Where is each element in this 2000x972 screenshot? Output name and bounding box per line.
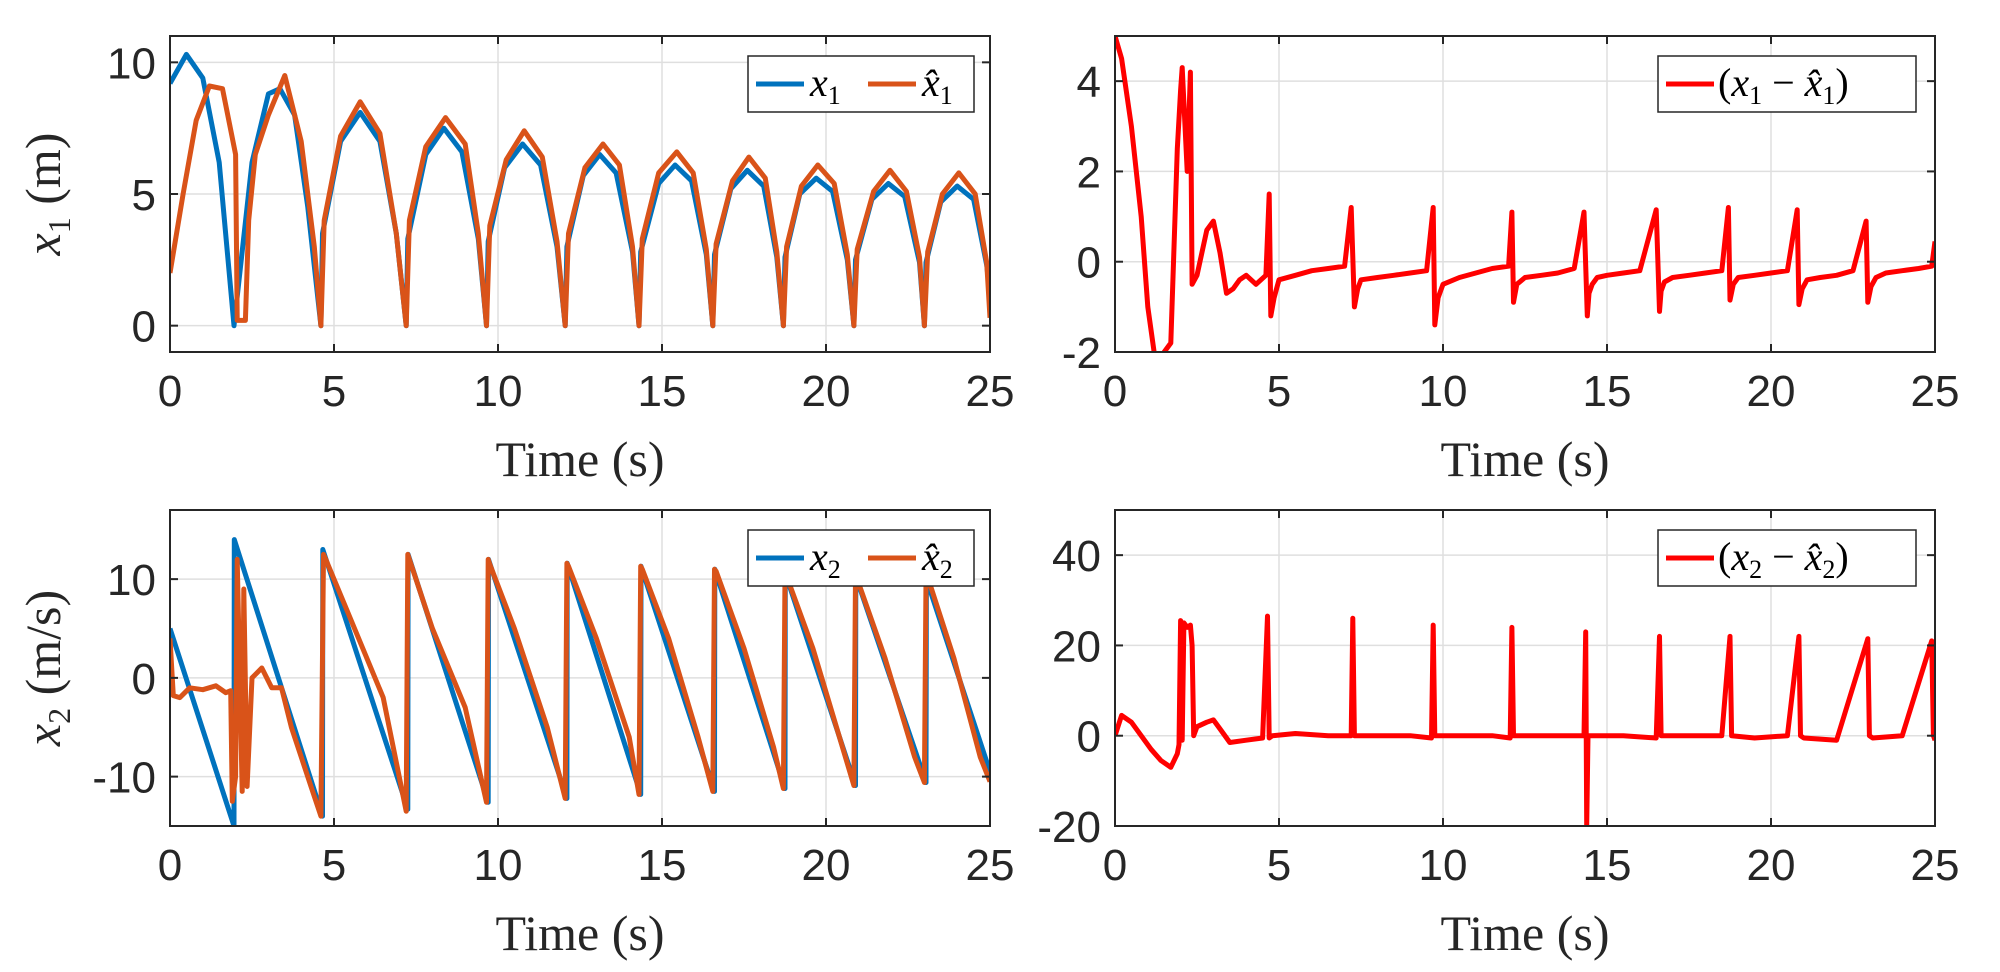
axes-frame (169, 509, 991, 827)
y-axis-label-sub: 2 (41, 708, 77, 724)
data-layer (1115, 36, 1935, 352)
x-tick-label: 15 (638, 367, 687, 416)
x-tick-label: 5 (1267, 841, 1291, 890)
legend-var: x (809, 60, 828, 105)
x-tick-label: 5 (322, 841, 346, 890)
legend-entry-0: x2 (809, 534, 841, 584)
x-tick-label: 20 (1747, 367, 1796, 416)
legend-part: x̂ (1804, 60, 1823, 105)
x-tick-label: 15 (1583, 841, 1632, 890)
x-tick-label: 20 (802, 367, 851, 416)
y-tick-label: 0 (1077, 713, 1101, 762)
x-tick-label: 0 (158, 367, 182, 416)
data-layer (170, 537, 990, 826)
y-tick-label: 2 (1077, 148, 1101, 197)
y-tick-label: 10 (107, 39, 156, 88)
y-axis-label-unit: (m) (15, 133, 71, 218)
legend-var: x̂ (921, 534, 940, 579)
legend-sub: 1 (828, 81, 841, 110)
legend-part: 1 (1822, 81, 1835, 110)
y-tick-label: -10 (92, 754, 156, 803)
legend-sub: 2 (828, 555, 841, 584)
y-axis-label-var: x (15, 724, 71, 747)
x-tick-label: 5 (1267, 367, 1291, 416)
legend-entry-1: x̂2 (921, 534, 953, 584)
legend-var: x (809, 534, 828, 579)
y-axis-label-sub: 1 (41, 217, 77, 233)
legend-part: x̂ (1804, 534, 1823, 579)
legend: (x1 − x̂1) (1657, 55, 1917, 113)
x-axis-label: Time (s) (495, 431, 664, 487)
x-tick-label: 25 (966, 841, 1015, 890)
legend-sub: 1 (940, 81, 953, 110)
y-axis-label-unit: (m/s) (15, 590, 71, 708)
x-tick-label: 10 (474, 367, 523, 416)
series-line-1 (170, 73, 990, 329)
x-tick-label: 15 (638, 841, 687, 890)
x-tick-label: 10 (1419, 841, 1468, 890)
x-tick-label: 25 (1911, 367, 1960, 416)
y-axis-label: x1 (m) (15, 133, 77, 257)
legend-part: ) (1835, 60, 1848, 105)
legend-part: 2 (1822, 555, 1835, 584)
x-tick-label: 0 (1103, 841, 1127, 890)
y-tick-label: -2 (1062, 329, 1101, 378)
legend-part: ) (1835, 534, 1848, 579)
legend-entry-0: (x2 − x̂2) (1718, 534, 1849, 584)
y-tick-label: 10 (107, 556, 156, 605)
legend-part: 2 (1749, 555, 1762, 584)
x-tick-label: 25 (966, 367, 1015, 416)
y-axis-label-var: x (15, 233, 71, 256)
legend: (x2 − x̂2) (1657, 529, 1917, 587)
x-tick-label: 20 (1747, 841, 1796, 890)
x-tick-label: 25 (1911, 841, 1960, 890)
x-axis-label: Time (s) (495, 905, 664, 961)
x-tick-label: 5 (322, 367, 346, 416)
x-axis-label: Time (s) (1440, 431, 1609, 487)
legend: x2 x̂2 (747, 529, 975, 587)
legend-entry-0: (x1 − x̂1) (1718, 60, 1849, 110)
series-line-0 (1115, 36, 1935, 352)
y-tick-label: 4 (1077, 58, 1101, 107)
y-tick-label: 5 (132, 171, 156, 220)
y-tick-label: 0 (1077, 239, 1101, 288)
y-tick-label: 20 (1052, 622, 1101, 671)
legend-part: x (1730, 60, 1749, 105)
legend-entry-1: x̂1 (921, 60, 953, 110)
x-tick-label: 20 (802, 841, 851, 890)
data-layer (1115, 613, 1935, 826)
y-tick-label: 0 (132, 655, 156, 704)
x-tick-label: 0 (158, 841, 182, 890)
data-layer (170, 51, 990, 329)
legend: x1 x̂1 (747, 55, 975, 113)
y-axis-label: x2 (m/s) (15, 590, 77, 747)
legend-part: ( (1718, 60, 1731, 105)
series-line-0 (1115, 613, 1935, 826)
x-tick-label: 0 (1103, 367, 1127, 416)
legend-entry-0: x1 (809, 60, 841, 110)
axes-frame (1114, 509, 1936, 827)
y-tick-label: 0 (132, 303, 156, 352)
y-tick-label: 40 (1052, 532, 1101, 581)
x-axis-label: Time (s) (1440, 905, 1609, 961)
legend-var: x̂ (921, 60, 940, 105)
x-tick-label: 10 (1419, 367, 1468, 416)
legend-part: − (1762, 60, 1805, 105)
series-line-1 (170, 551, 990, 819)
axes-frame (1114, 35, 1936, 353)
y-tick-label: -20 (1037, 803, 1101, 852)
legend-part: 1 (1749, 81, 1762, 110)
legend-part: x (1730, 534, 1749, 579)
legend-part: − (1762, 534, 1805, 579)
legend-sub: 2 (940, 555, 953, 584)
x-tick-label: 10 (474, 841, 523, 890)
legend-part: ( (1718, 534, 1731, 579)
x-tick-label: 15 (1583, 367, 1632, 416)
